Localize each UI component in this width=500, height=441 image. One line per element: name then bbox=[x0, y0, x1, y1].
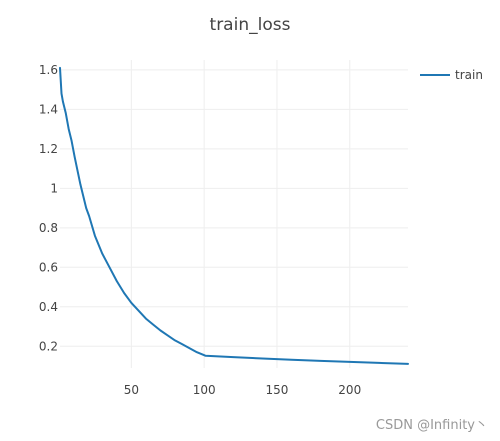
x-tick-label: 100 bbox=[193, 383, 216, 397]
x-tick-label: 50 bbox=[124, 383, 139, 397]
y-tick-label: 1.4 bbox=[39, 102, 58, 116]
legend-label[interactable]: train bbox=[455, 68, 483, 82]
y-tick-label: 1.2 bbox=[39, 142, 58, 156]
x-tick-label: 150 bbox=[266, 383, 289, 397]
y-axis-ticks: 0.2 0.4 0.6 0.8 1 1.2 1.4 1.6 bbox=[39, 63, 58, 353]
series-layer bbox=[59, 66, 409, 365]
y-tick-label: 0.2 bbox=[39, 339, 58, 353]
legend[interactable]: train bbox=[420, 68, 483, 82]
y-tick-label: 1 bbox=[50, 181, 58, 195]
gridlines bbox=[60, 60, 408, 368]
y-tick-label: 0.8 bbox=[39, 221, 58, 235]
watermark: CSDN @Infinity丶 bbox=[375, 418, 488, 433]
y-tick-label: 0.6 bbox=[39, 260, 58, 274]
y-tick-label: 1.6 bbox=[39, 63, 58, 77]
x-axis-ticks: 50 100 150 200 bbox=[124, 383, 362, 397]
y-tick-label: 0.4 bbox=[39, 300, 58, 314]
x-tick-label: 200 bbox=[338, 383, 361, 397]
chart-title: train_loss bbox=[210, 15, 291, 35]
series-line-train bbox=[59, 66, 409, 365]
